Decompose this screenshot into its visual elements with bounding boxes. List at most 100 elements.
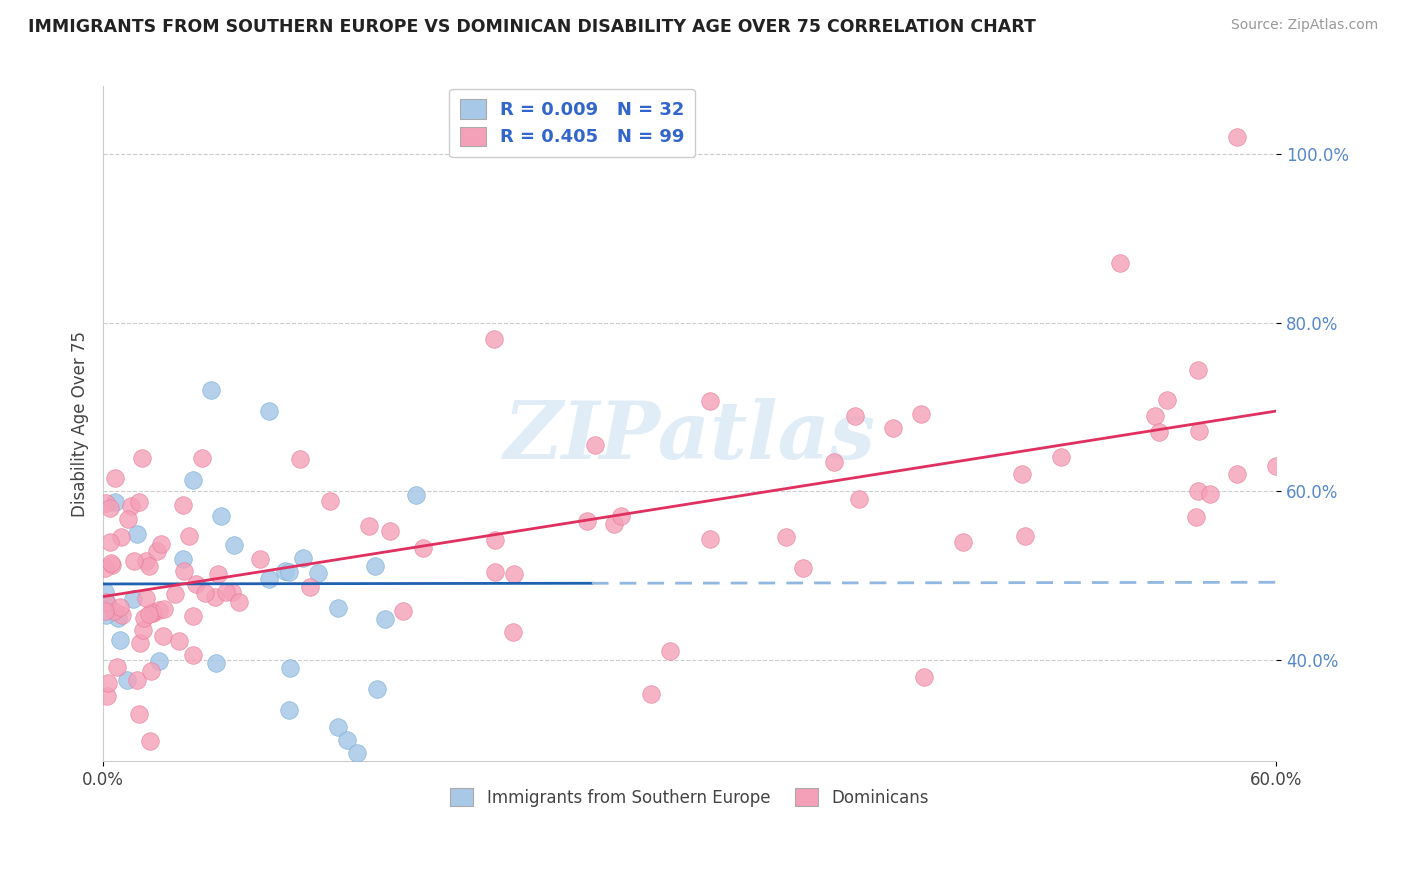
Text: ZIPatlas: ZIPatlas — [503, 399, 876, 476]
Point — [94, 595, 117, 609]
Point — [336, 733, 359, 747]
Point — [364, 559, 387, 574]
Point — [380, 524, 402, 539]
Point — [139, 734, 162, 748]
Point — [115, 673, 138, 687]
Point — [97, 676, 120, 690]
Point — [280, 660, 302, 674]
Point — [823, 455, 845, 469]
Point — [412, 541, 434, 555]
Point — [128, 636, 150, 650]
Point — [603, 516, 626, 531]
Point — [204, 657, 226, 671]
Point — [215, 585, 238, 599]
Legend: Immigrants from Southern Europe, Dominicans: Immigrants from Southern Europe, Dominic… — [443, 781, 936, 814]
Point — [96, 689, 118, 703]
Point — [792, 560, 814, 574]
Point — [699, 393, 721, 408]
Point — [222, 538, 245, 552]
Point — [94, 561, 117, 575]
Point — [96, 607, 118, 622]
Point — [482, 332, 505, 346]
Point — [319, 493, 342, 508]
Point — [131, 450, 153, 465]
Point — [882, 420, 904, 434]
Point — [152, 628, 174, 642]
Point — [124, 554, 146, 568]
Point — [1187, 484, 1209, 499]
Point — [640, 687, 662, 701]
Point — [96, 596, 118, 610]
Point — [200, 383, 222, 397]
Point — [104, 471, 127, 485]
Point — [172, 552, 194, 566]
Point — [699, 532, 721, 546]
Point — [207, 567, 229, 582]
Point — [169, 633, 191, 648]
Point — [291, 550, 314, 565]
Point — [502, 625, 524, 640]
Point — [110, 530, 132, 544]
Point — [204, 591, 226, 605]
Point — [249, 551, 271, 566]
Point — [120, 499, 142, 513]
Point — [121, 592, 143, 607]
Point — [177, 529, 200, 543]
Point — [1156, 393, 1178, 408]
Point — [110, 607, 132, 622]
Point — [183, 609, 205, 624]
Point — [1011, 467, 1033, 482]
Point — [775, 529, 797, 543]
Point — [374, 612, 396, 626]
Point — [142, 606, 165, 620]
Point — [1226, 467, 1249, 482]
Point — [128, 495, 150, 509]
Point — [152, 602, 174, 616]
Point — [1014, 529, 1036, 543]
Point — [1265, 458, 1288, 473]
Point — [844, 409, 866, 424]
Point — [135, 554, 157, 568]
Point — [181, 473, 204, 487]
Point — [392, 603, 415, 617]
Y-axis label: Disability Age Over 75: Disability Age Over 75 — [72, 331, 89, 516]
Point — [125, 673, 148, 688]
Point — [610, 508, 633, 523]
Point — [326, 601, 349, 615]
Point — [108, 632, 131, 647]
Point — [100, 556, 122, 570]
Point — [103, 604, 125, 618]
Point — [104, 495, 127, 509]
Point — [366, 682, 388, 697]
Point — [405, 488, 427, 502]
Point — [484, 565, 506, 579]
Point — [910, 407, 932, 421]
Point — [135, 591, 157, 605]
Point — [94, 604, 117, 618]
Text: Source: ZipAtlas.com: Source: ZipAtlas.com — [1230, 18, 1378, 32]
Point — [307, 566, 329, 580]
Point — [132, 611, 155, 625]
Point — [94, 585, 117, 599]
Point — [277, 703, 299, 717]
Point — [1226, 130, 1249, 145]
Point — [194, 586, 217, 600]
Point — [181, 648, 204, 662]
Point — [583, 438, 606, 452]
Point — [128, 706, 150, 721]
Point — [848, 491, 870, 506]
Point — [186, 577, 208, 591]
Point — [952, 534, 974, 549]
Point — [484, 533, 506, 547]
Point — [107, 611, 129, 625]
Point — [96, 496, 118, 510]
Point — [141, 605, 163, 619]
Point — [107, 660, 129, 674]
Point — [98, 534, 121, 549]
Point — [273, 565, 295, 579]
Point — [1199, 487, 1222, 501]
Point — [209, 509, 232, 524]
Point — [148, 603, 170, 617]
Point — [1108, 256, 1130, 270]
Point — [148, 654, 170, 668]
